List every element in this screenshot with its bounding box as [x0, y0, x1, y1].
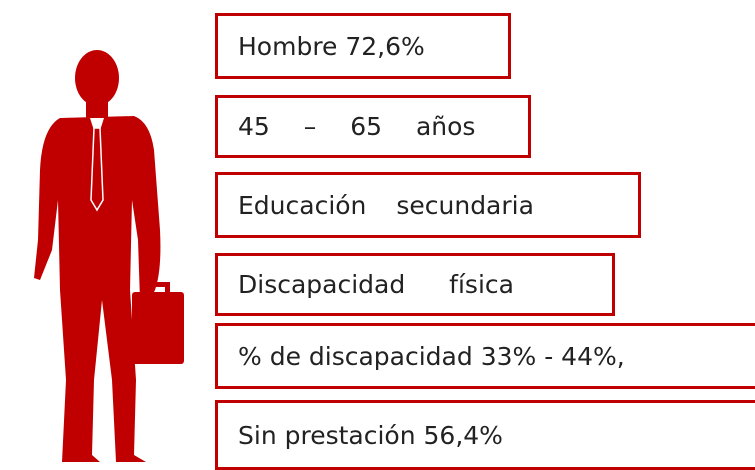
info-text: % de discapacidad 33% - 44%, — [238, 342, 625, 371]
briefcase-handle — [146, 282, 170, 292]
head — [75, 50, 119, 106]
info-text: Discapacidad física — [238, 270, 514, 299]
info-box: Sin prestación 56,4% — [215, 400, 755, 470]
info-box: Hombre 72,6% — [215, 13, 511, 79]
neck — [86, 98, 108, 118]
info-box: % de discapacidad 33% - 44%, — [215, 323, 755, 389]
man-silhouette — [0, 0, 200, 466]
briefcase — [132, 292, 184, 364]
tie — [91, 128, 103, 210]
info-text: Hombre 72,6% — [238, 32, 425, 61]
info-text: Sin prestación 56,4% — [238, 421, 503, 450]
info-box: Discapacidad física — [215, 253, 615, 316]
page: Hombre 72,6% 45 – 65 años Educación secu… — [0, 0, 755, 466]
info-box: 45 – 65 años — [215, 95, 531, 158]
info-box: Educación secundaria — [215, 172, 641, 238]
info-text: Educación secundaria — [238, 191, 534, 220]
info-text: 45 – 65 años — [238, 112, 475, 141]
